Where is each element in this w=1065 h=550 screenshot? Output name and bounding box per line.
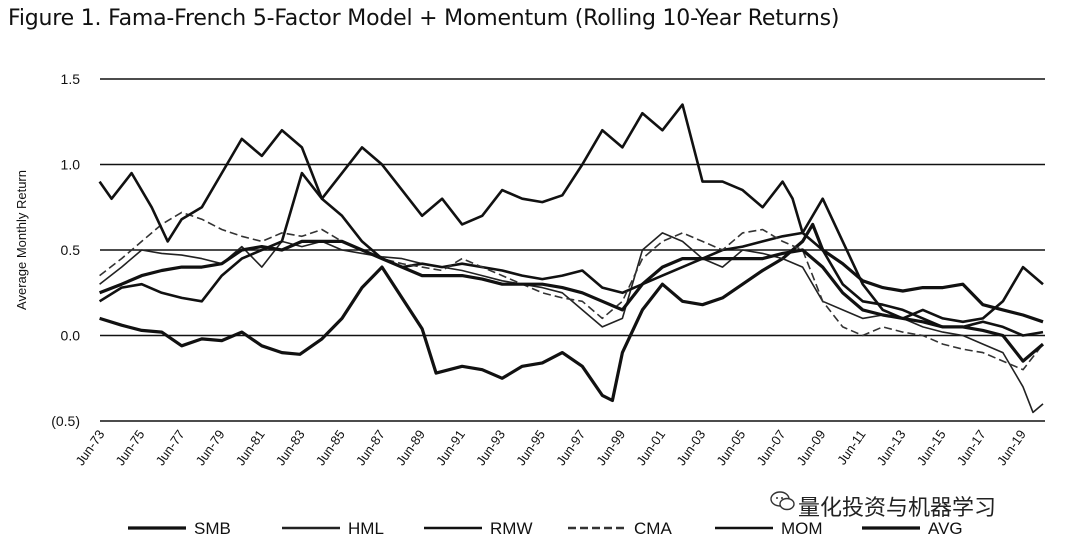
x-tick-label: Jun-79 — [193, 427, 228, 468]
x-tick-label: Jun-09 — [793, 427, 828, 468]
series-line-cma — [99, 211, 1044, 371]
x-tick-label: Jun-87 — [353, 427, 388, 468]
x-tick-label: Jun-77 — [152, 427, 187, 468]
x-tick-label: Jun-83 — [273, 427, 308, 468]
x-tick-label: Jun-03 — [673, 427, 708, 468]
y-tick-label: 1.5 — [61, 71, 81, 87]
y-tick-label: 0.0 — [61, 328, 81, 344]
legend-label-mom: MOM — [781, 519, 823, 538]
legend-label-rmw: RMW — [490, 519, 532, 538]
y-tick-label: (0.5) — [51, 413, 80, 429]
legend-label-hml: HML — [348, 519, 384, 538]
legend-label-avg: AVG — [928, 519, 963, 538]
x-tick-label: Jun-89 — [393, 427, 428, 468]
x-tick-label: Jun-15 — [914, 427, 949, 468]
legend-label-cma: CMA — [634, 519, 672, 538]
y-axis-ticks: 1.5 1.0 0.5 0.0 (0.5) — [51, 71, 80, 429]
x-tick-label: Jun-13 — [874, 427, 909, 468]
x-tick-label: Jun-11 — [834, 427, 869, 467]
x-tick-label: Jun-93 — [473, 427, 508, 468]
x-tick-label: Jun-19 — [994, 427, 1029, 468]
wechat-icon — [770, 491, 795, 511]
x-tick-label: Jun-91 — [433, 427, 468, 468]
y-axis-label: Average Monthly Return — [14, 170, 29, 310]
y-tick-label: 0.5 — [61, 242, 81, 258]
grid-lines — [100, 78, 1045, 422]
x-tick-label: Jun-05 — [713, 427, 748, 468]
x-tick-label: Jun-01 — [633, 427, 668, 468]
watermark-text: 量化投资与机器学习 — [798, 496, 997, 521]
series-line-smb — [99, 222, 1044, 403]
legend: SMB HML RMW CMA MOM AVG — [128, 519, 963, 538]
legend-label-smb: SMB — [194, 519, 231, 538]
series-line-mom — [98, 103, 1044, 324]
x-tick-label: Jun-99 — [593, 427, 628, 468]
x-axis-ticks: Jun-73 Jun-75 Jun-77 Jun-79 Jun-81 Jun-83 Jun-… — [72, 427, 1028, 468]
chart-title: Figure 1. Fama-French 5-Factor Model + M… — [8, 6, 840, 31]
x-tick-label: Jun-07 — [753, 427, 788, 468]
x-tick-label: Jun-81 — [233, 427, 268, 468]
y-tick-label: 1.0 — [61, 157, 81, 173]
x-tick-label: Jun-75 — [112, 427, 147, 468]
series-lines — [98, 103, 1045, 414]
series-line-rmw — [98, 171, 1044, 337]
x-tick-label: Jun-95 — [513, 427, 548, 468]
series-line-avg — [99, 239, 1045, 363]
x-tick-label: Jun-73 — [72, 427, 107, 468]
x-tick-label: Jun-17 — [954, 427, 989, 468]
x-tick-label: Jun-85 — [313, 427, 348, 468]
x-tick-label: Jun-97 — [553, 427, 588, 468]
